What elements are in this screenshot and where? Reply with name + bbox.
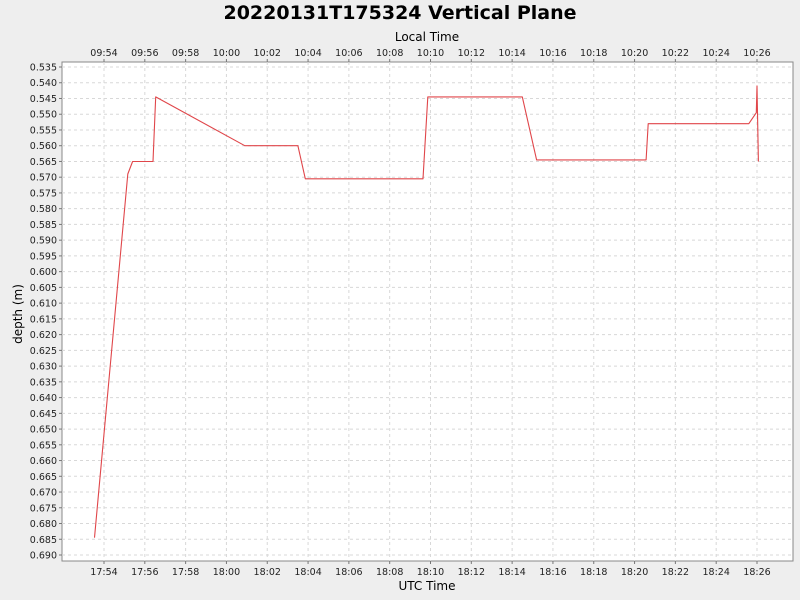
y-tick-label: 0.620 — [30, 330, 57, 341]
y-tick-label: 0.580 — [30, 204, 57, 215]
grid — [62, 62, 793, 561]
x-tick-label-utc: 18:00 — [213, 567, 240, 578]
x-tick-label-utc: 18:04 — [294, 567, 321, 578]
y-tick-label: 0.685 — [30, 535, 57, 546]
y-tick-label: 0.550 — [30, 110, 57, 121]
y-tick-label: 0.555 — [30, 125, 57, 136]
y-tick-label: 0.660 — [30, 456, 57, 467]
y-tick-label: 0.690 — [30, 551, 57, 562]
x-tick-label-local: 09:58 — [172, 48, 199, 59]
plot-area — [61, 61, 794, 562]
y-tick-label: 0.545 — [30, 94, 57, 105]
x-tick-label-local: 10:04 — [294, 48, 321, 59]
x-tick-label-utc: 18:20 — [621, 567, 648, 578]
x-tick-label-local: 10:18 — [580, 48, 607, 59]
x-tick-label-local: 10:14 — [498, 48, 525, 59]
y-tick-label: 0.570 — [30, 173, 57, 184]
y-tick-label: 0.635 — [30, 377, 57, 388]
x-tick-label-local: 10:24 — [702, 48, 729, 59]
x-tick-label-local: 10:00 — [213, 48, 240, 59]
depth-series-line — [93, 85, 759, 538]
y-tick-label: 0.680 — [30, 519, 57, 530]
x-tick-label-local: 10:12 — [458, 48, 485, 59]
y-tick-label: 0.590 — [30, 236, 57, 247]
y-tick-label: 0.560 — [30, 141, 57, 152]
x-tick-label-local: 10:26 — [743, 48, 770, 59]
axes-ticks: 0.535 0.540 0.545 0.550 0.555 0.560 0.565 0.570… — [30, 48, 771, 578]
x-tick-label-utc: 17:54 — [90, 567, 117, 578]
y-tick-label: 0.655 — [30, 440, 57, 451]
y-tick-label: 0.675 — [30, 503, 57, 514]
chart-title: 20220131T175324 Vertical Plane — [223, 2, 576, 24]
y-tick-label: 0.585 — [30, 220, 57, 231]
x-tick-label-utc: 17:56 — [131, 567, 158, 578]
x-tick-label-local: 10:02 — [254, 48, 281, 59]
x-tick-label-utc: 18:14 — [498, 567, 525, 578]
x-tick-label-utc: 18:02 — [254, 567, 281, 578]
y-tick-label: 0.575 — [30, 188, 57, 199]
y-tick-label: 0.565 — [30, 157, 57, 168]
x-tick-label-utc: 18:06 — [335, 567, 362, 578]
x-tick-label-utc: 18:26 — [743, 567, 770, 578]
x-tick-label-utc: 18:10 — [417, 567, 444, 578]
y-tick-label: 0.595 — [30, 251, 57, 262]
y-tick-label: 0.670 — [30, 488, 57, 499]
y-tick-label: 0.540 — [30, 78, 57, 89]
y-tick-label: 0.615 — [30, 314, 57, 325]
y-tick-label: 0.625 — [30, 346, 57, 357]
x-tick-label-utc: 18:18 — [580, 567, 607, 578]
x-axis-label: UTC Time — [399, 579, 456, 593]
y-tick-label: 0.630 — [30, 362, 57, 373]
x-tick-label-utc: 18:08 — [376, 567, 403, 578]
x-tick-label-local: 09:54 — [90, 48, 117, 59]
x-tick-label-local: 10:20 — [621, 48, 648, 59]
y-tick-label: 0.610 — [30, 299, 57, 310]
y-tick-label: 0.650 — [30, 425, 57, 436]
y-tick-label: 0.535 — [30, 63, 57, 74]
x2-axis-label: Local Time — [395, 30, 459, 44]
x-tick-label-local: 09:56 — [131, 48, 158, 59]
x-tick-label-local: 10:22 — [662, 48, 689, 59]
x-tick-label-utc: 18:24 — [702, 567, 729, 578]
y-axis-label: depth (m) — [11, 284, 25, 344]
y-tick-label: 0.665 — [30, 472, 57, 483]
series-layer — [93, 85, 759, 538]
y-tick-label: 0.645 — [30, 409, 57, 420]
x-tick-label-local: 10:16 — [539, 48, 566, 59]
x-tick-label-local: 10:08 — [376, 48, 403, 59]
x-tick-label-utc: 18:22 — [662, 567, 689, 578]
x-tick-label-utc: 18:12 — [458, 567, 485, 578]
x-tick-label-utc: 17:58 — [172, 567, 199, 578]
x-tick-label-utc: 18:16 — [539, 567, 566, 578]
y-tick-label: 0.640 — [30, 393, 57, 404]
y-tick-label: 0.605 — [30, 283, 57, 294]
x-tick-label-local: 10:06 — [335, 48, 362, 59]
y-tick-label: 0.600 — [30, 267, 57, 278]
x-tick-label-local: 10:10 — [417, 48, 444, 59]
